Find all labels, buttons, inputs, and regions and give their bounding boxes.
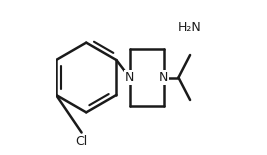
- Text: H₂N: H₂N: [178, 21, 202, 34]
- Text: N: N: [159, 71, 168, 84]
- Text: N: N: [125, 71, 134, 84]
- Text: Cl: Cl: [76, 135, 88, 148]
